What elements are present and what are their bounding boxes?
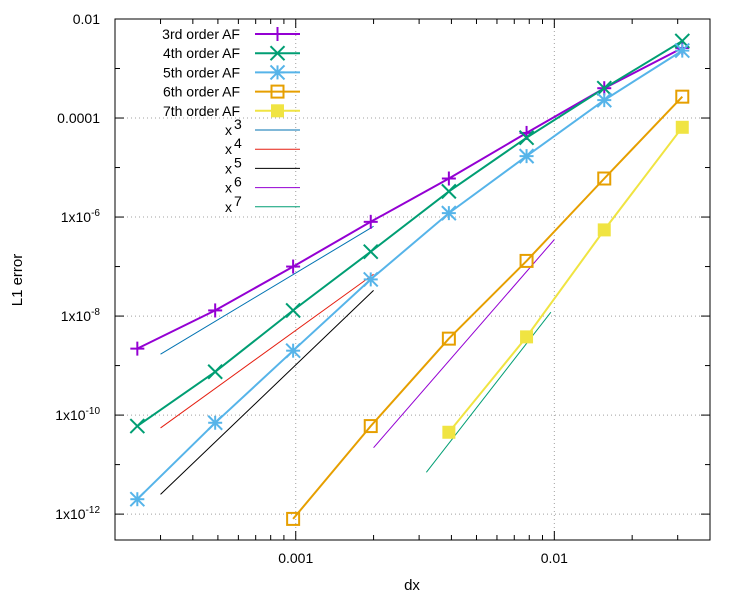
legend-exponent: 6 bbox=[234, 174, 242, 190]
legend: 3rd order AF 4th order AF 5th order AF 6th … bbox=[162, 26, 300, 215]
legend-label: 3rd order AF bbox=[162, 26, 240, 42]
reference-line-x5 bbox=[160, 290, 374, 495]
data-point bbox=[675, 120, 689, 134]
legend-entry: 4th order AF bbox=[163, 45, 300, 61]
legend-label: x bbox=[225, 180, 232, 196]
series-line bbox=[136, 49, 683, 500]
legend-entry: 7th order AF bbox=[163, 103, 300, 119]
legend-marker bbox=[270, 27, 285, 41]
x-axis-label: dx bbox=[404, 577, 420, 594]
legend-entry: 6th order AF bbox=[163, 84, 300, 100]
data-point bbox=[286, 511, 301, 526]
series-line bbox=[448, 126, 684, 433]
series-4th-order bbox=[129, 33, 690, 434]
grid bbox=[115, 18, 710, 540]
y-tick-label: 1x10-6 bbox=[61, 208, 101, 225]
data-point bbox=[597, 223, 611, 237]
y-tick-label: 1x10-12 bbox=[55, 505, 100, 522]
data-point bbox=[363, 243, 379, 260]
legend-label: 6th order AF bbox=[163, 84, 240, 100]
reference-line-x4 bbox=[160, 273, 374, 429]
axis-ticks: 1x10-12 1x10-10 1x10-8 1x10-6 0.0001 0.01 0.00… bbox=[55, 11, 710, 566]
data-point bbox=[363, 419, 378, 434]
plot-frame bbox=[114, 18, 711, 541]
legend-exponent: 5 bbox=[234, 154, 242, 170]
legend-label: 5th order AF bbox=[163, 64, 240, 80]
data-point bbox=[207, 415, 223, 431]
y-tick-label: 0.0001 bbox=[57, 110, 100, 126]
data-point bbox=[285, 302, 301, 319]
legend-exponent: 7 bbox=[234, 193, 242, 209]
data-point bbox=[129, 418, 146, 434]
data-point bbox=[208, 303, 223, 318]
series-line bbox=[136, 40, 683, 427]
series-6th-order bbox=[286, 89, 690, 526]
legend-marker bbox=[270, 84, 285, 99]
data-point bbox=[597, 171, 612, 186]
data-point bbox=[675, 89, 690, 104]
data-point bbox=[596, 92, 612, 108]
legend-marker bbox=[269, 45, 286, 61]
legend-label: x bbox=[225, 122, 232, 138]
data-point bbox=[441, 183, 457, 200]
legend-label: x bbox=[225, 141, 232, 157]
legend-label: x bbox=[225, 160, 232, 176]
legend-marker bbox=[269, 64, 286, 81]
legend-label: 4th order AF bbox=[163, 45, 240, 61]
data-point bbox=[285, 342, 301, 359]
y-tick-label: 0.01 bbox=[73, 11, 100, 27]
reference-lines bbox=[160, 225, 555, 495]
data-point bbox=[363, 271, 379, 288]
data-point bbox=[286, 259, 301, 274]
legend-entry: 5th order AF bbox=[163, 64, 300, 80]
y-axis-label: L1 error bbox=[9, 254, 26, 307]
data-point bbox=[442, 425, 456, 439]
data-point bbox=[518, 130, 535, 146]
reference-line-x3 bbox=[160, 225, 374, 355]
legend-marker bbox=[271, 104, 284, 118]
data-point bbox=[674, 42, 690, 59]
data-point bbox=[596, 80, 612, 96]
data-point bbox=[519, 253, 534, 268]
data-point bbox=[518, 148, 535, 164]
data-point bbox=[130, 341, 145, 356]
data-point bbox=[520, 330, 534, 344]
data-point bbox=[441, 205, 457, 221]
legend-exponent: 3 bbox=[234, 116, 242, 132]
legend-exponent: 4 bbox=[234, 135, 242, 151]
legend-label: x bbox=[225, 199, 232, 215]
y-tick-label: 1x10-8 bbox=[61, 307, 101, 324]
data-point bbox=[129, 491, 146, 507]
data-point bbox=[441, 331, 456, 346]
x-tick-label: 0.001 bbox=[278, 550, 313, 566]
x-tick-label: 0.01 bbox=[541, 550, 568, 566]
reference-line-x6 bbox=[373, 239, 555, 448]
data-point bbox=[441, 171, 456, 186]
legend-label: 7th order AF bbox=[163, 103, 240, 119]
legend-entry: 3rd order AF bbox=[162, 26, 300, 42]
series-5th-order bbox=[129, 42, 690, 507]
data-point bbox=[207, 364, 223, 380]
y-tick-label: 1x10-10 bbox=[55, 406, 100, 423]
series-7th-order bbox=[442, 120, 689, 439]
data-point bbox=[363, 214, 378, 229]
series-line bbox=[292, 96, 684, 520]
data-series bbox=[129, 33, 690, 526]
